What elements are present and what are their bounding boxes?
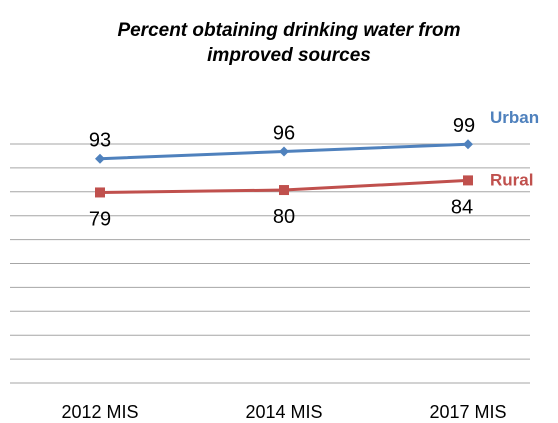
chart-title-line-1: Percent obtaining drinking water from	[117, 20, 461, 41]
data-point-urban	[279, 146, 289, 157]
data-point-urban	[95, 153, 105, 164]
chart-title: Percent obtaining drinking water from im…	[0, 18, 558, 68]
data-label: 80	[273, 206, 295, 228]
x-tick-label: 2017 MIS	[429, 402, 506, 422]
chart-title-line-2: improved sources	[207, 45, 371, 66]
data-label: 84	[451, 196, 473, 218]
data-point-rural	[463, 175, 473, 186]
data-label: 99	[453, 115, 475, 137]
data-label: 79	[89, 208, 111, 230]
data-point-urban	[463, 139, 473, 150]
data-point-rural	[279, 185, 289, 196]
x-tick-label: 2012 MIS	[61, 402, 138, 422]
legend-label-urban: Urban	[490, 108, 539, 127]
data-label: 93	[89, 130, 111, 152]
data-point-rural	[95, 187, 105, 198]
data-label: 96	[273, 122, 295, 144]
x-tick-label: 2014 MIS	[245, 402, 322, 422]
legend-label-rural: Rural	[490, 170, 533, 189]
